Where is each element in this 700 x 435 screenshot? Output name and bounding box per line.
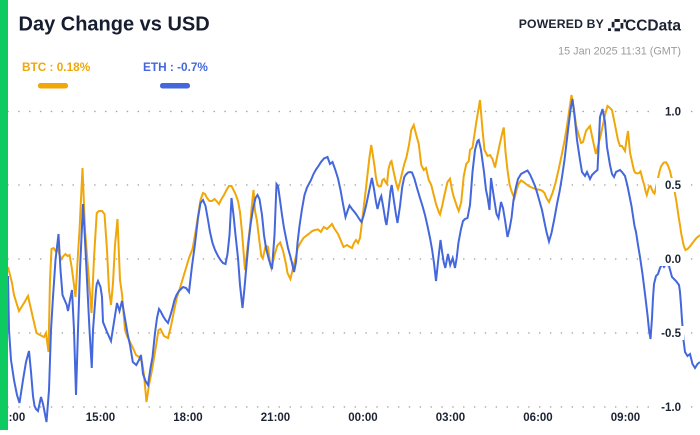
svg-text:15:00: 15:00 <box>86 412 115 424</box>
svg-text:ETH : -0.7%: ETH : -0.7% <box>143 60 208 74</box>
svg-text:06:00: 06:00 <box>523 412 552 424</box>
svg-text:03:00: 03:00 <box>436 412 465 424</box>
svg-text:15 Jan 2025 11:31 (GMT): 15 Jan 2025 11:31 (GMT) <box>558 46 681 58</box>
svg-text:-0.5: -0.5 <box>661 328 681 340</box>
svg-text:CCData: CCData <box>625 18 681 35</box>
svg-text:Day Change vs USD: Day Change vs USD <box>19 14 210 36</box>
svg-text:-1.0: -1.0 <box>661 402 681 414</box>
svg-text:BTC : 0.18%: BTC : 0.18% <box>22 60 91 74</box>
svg-text:09:00: 09:00 <box>611 412 640 424</box>
svg-text:1.0: 1.0 <box>665 107 681 119</box>
svg-text:21:00: 21:00 <box>261 412 290 424</box>
svg-text:18:00: 18:00 <box>173 412 202 424</box>
svg-text:00:00: 00:00 <box>348 412 377 424</box>
svg-text:POWERED BY: POWERED BY <box>519 17 604 31</box>
svg-text:0.0: 0.0 <box>665 254 681 266</box>
svg-text:0.5: 0.5 <box>665 180 682 192</box>
